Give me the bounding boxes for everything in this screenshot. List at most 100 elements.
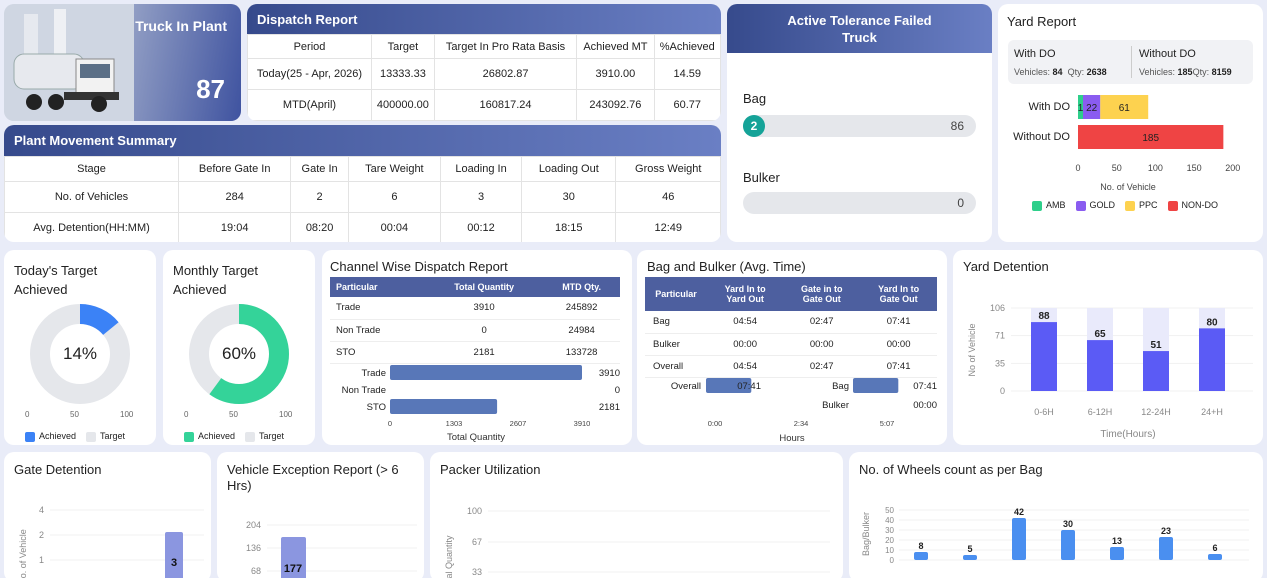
category-label: Bulker xyxy=(822,400,849,411)
category-label: STO xyxy=(367,402,386,413)
category-label: Bag xyxy=(832,381,849,392)
yard-detention-title: Yard Detention xyxy=(963,259,1049,274)
legend-item[interactable]: PPC xyxy=(1125,200,1158,211)
gate-detention-title: Gate Detention xyxy=(14,462,102,477)
truck-in-plant-card: Truck In Plant 87 xyxy=(4,4,241,121)
tick-label: 35 xyxy=(995,358,1005,368)
bag-progress[interactable]: 2 86 xyxy=(743,115,976,137)
category-label: 12-24H xyxy=(1141,407,1171,417)
cell: 133728 xyxy=(543,341,620,364)
cell: 26802.87 xyxy=(433,58,578,90)
plant-movement-title: Plant Movement Summary xyxy=(4,125,721,156)
cell: 00:00 xyxy=(707,333,784,356)
tick-label: 136 xyxy=(246,543,261,553)
tick: 50 xyxy=(70,410,79,419)
tick-label: 200 xyxy=(1225,163,1240,173)
bag-bulker-chart: Overall 07:41 Bag 07:41 Bulker 00:00 0:00 2:34 5… xyxy=(671,378,937,444)
gate-detention-card: Gate Detention 4 2 1 No. of Vehicle 3 xyxy=(4,452,211,578)
category-label: Trade xyxy=(362,368,386,379)
cell: 3 xyxy=(439,181,523,213)
legend-item[interactable]: NON-DO xyxy=(1167,200,1218,211)
today-target-legend: Achieved Target xyxy=(25,431,125,442)
col-header: %Achieved xyxy=(653,34,721,59)
tick-label: 100 xyxy=(467,506,482,516)
col-header: Loading Out xyxy=(521,156,617,182)
legend-item[interactable]: AMB xyxy=(1032,200,1066,211)
monthly-target-pct: 60% xyxy=(221,344,257,363)
channel-table: Particular Total Quantity MTD Qty. Trade 39… xyxy=(330,277,620,364)
table-row: Overall 04:54 02:47 07:41 xyxy=(645,355,937,378)
monthly-target-card: Monthly Target Achieved 60% 0 50 100 Achi… xyxy=(163,250,315,445)
col-header: MTD Qty. xyxy=(543,277,620,297)
tolerance-title: Active Tolerance Failed Truck xyxy=(727,4,992,53)
today-target-donut xyxy=(30,304,130,404)
tick-label: 0 xyxy=(388,419,392,428)
tick-label: 50 xyxy=(885,506,894,515)
cell: Today(25 - Apr, 2026) xyxy=(247,58,372,90)
bar-label: 6 xyxy=(1212,543,1217,553)
bar xyxy=(963,555,977,560)
bar xyxy=(1208,554,1222,560)
legend-item[interactable]: GOLD xyxy=(1075,200,1115,211)
tick-label: 106 xyxy=(990,303,1005,313)
col-header: Particular xyxy=(645,277,707,311)
bar-label: 51 xyxy=(1150,340,1162,351)
truck-in-plant-title: Truck In Plant xyxy=(135,18,227,34)
dispatch-report-title: Dispatch Report xyxy=(247,4,721,34)
yard-report-card: Yard Report With DO Vehicles: 84 Qty: 26… xyxy=(998,4,1263,242)
col-header: Before Gate In xyxy=(177,156,292,182)
bar-label: 23 xyxy=(1161,526,1171,536)
col-header: Gate in to Gate Out xyxy=(783,277,861,311)
col-header: Target xyxy=(371,34,435,59)
table-row: Trade 3910 245892 xyxy=(330,297,620,320)
cell: 00:04 xyxy=(347,212,441,242)
cell: 400000.00 xyxy=(371,89,435,121)
tick-label: 67 xyxy=(472,537,482,547)
table-row: No. of Vehicles 284 2 6 3 30 46 xyxy=(4,181,721,213)
bar xyxy=(1199,328,1225,391)
donut-arc xyxy=(189,304,289,404)
bar xyxy=(1061,530,1075,560)
bar-label: 5 xyxy=(967,544,972,554)
tick-label: 1303 xyxy=(446,419,463,428)
tick-label: 50 xyxy=(1112,163,1122,173)
col-header: Total Quantity xyxy=(425,277,544,297)
bar-value: 3910 xyxy=(599,368,620,379)
yard-legend: AMB GOLD PPC NON-DO xyxy=(1032,200,1218,211)
bar-label: 80 xyxy=(1206,317,1218,328)
tick-label: 2:34 xyxy=(794,419,809,428)
yard-detention-card: Yard Detention 106 71 35 0 No of Vehicle 88 0-… xyxy=(953,250,1263,445)
tick-label: 40 xyxy=(885,516,894,525)
yard-summary-box: With DO Vehicles: 84 Qty: 2638 Without D… xyxy=(1008,40,1253,84)
monthly-target-donut xyxy=(189,304,289,404)
cell: MTD(April) xyxy=(247,89,372,121)
yard-report-chart: With DO 1 22 61 Without DO 185 0 50 100 150 200 No.… xyxy=(1013,95,1240,192)
yard-detention-chart: 106 71 35 0 No of Vehicle 88 0-6H 65 6-12H 51 12-2… xyxy=(967,303,1253,440)
bar-label: 13 xyxy=(1112,536,1122,546)
tick: 0 xyxy=(25,410,30,419)
table-row: Bag 04:54 02:47 07:41 xyxy=(645,311,937,334)
bulker-value: 0 xyxy=(957,196,964,210)
cell: 2 xyxy=(290,181,349,213)
bar xyxy=(1087,340,1113,391)
bulker-progress[interactable]: 0 xyxy=(743,192,976,214)
tick: 100 xyxy=(279,410,293,419)
cell: No. of Vehicles xyxy=(4,181,179,213)
col-header: Gate In xyxy=(290,156,349,182)
packer-chart: 100 67 33 erial Quantity xyxy=(444,506,830,578)
bar xyxy=(1143,351,1169,391)
cell: 3910.00 xyxy=(576,58,655,90)
cell: Overall xyxy=(645,355,707,378)
tick-label: 5:07 xyxy=(880,419,895,428)
col-header: Yard In to Gate Out xyxy=(860,277,937,311)
bar-value: 00:00 xyxy=(913,400,937,411)
cell: 19:04 xyxy=(177,212,292,242)
tick-label: 3910 xyxy=(574,419,591,428)
tick-label: 4 xyxy=(39,505,44,515)
cell: 46 xyxy=(615,181,721,213)
bar-segment xyxy=(1078,95,1083,119)
bar-label: 61 xyxy=(1119,103,1131,114)
bar-value: 07:41 xyxy=(913,381,937,392)
cell: Bulker xyxy=(645,333,707,356)
